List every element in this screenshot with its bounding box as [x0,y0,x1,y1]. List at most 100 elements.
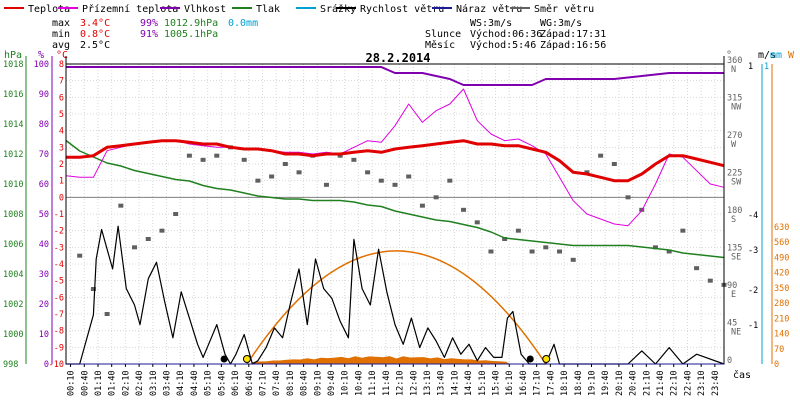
wind-direction-point [680,228,686,233]
direction-tick-label: 270 [727,131,742,141]
wind-direction-point [666,249,672,254]
direction-tick-label: 90 [727,281,737,291]
x-tick-label: 08:40 [300,370,310,396]
solar-curve [246,250,547,365]
wind-direction-point [392,182,398,187]
temp-tick-label: -10 [49,360,64,370]
temp-tick-label: -8 [54,327,64,337]
x-tick-label: 21:10 [642,370,652,396]
wind-direction-point [406,174,412,179]
x-tick-label: 14:40 [464,370,474,396]
x-tick-label: 05:40 [217,370,227,396]
humidity-tick-label: 90 [39,90,49,100]
direction-tick-label: 180 [727,206,742,216]
direction-tick-name: NW [731,103,742,113]
pressure-tick-label: 1008 [3,210,23,220]
wind-direction-point [77,253,83,258]
sun-label: Slunce [425,29,461,40]
x-tick-label: 23:40 [711,370,721,396]
x-tick-label: 03:40 [163,370,173,396]
pressure-tick-label: 1010 [3,180,23,190]
wind-direction-point [584,170,590,175]
wind-direction-point [269,174,275,179]
temp-tick-label: 6 [59,93,64,103]
x-tick-label: 20:40 [629,370,639,396]
temp-tick-label: -2 [54,227,64,237]
humidity-tick-label: 60 [39,180,49,190]
direction-tick-label: 225 [727,169,742,179]
solar-tick-label: 420 [774,269,789,279]
wind-direction-point [118,203,124,208]
moon-label: Měsíc [425,39,455,51]
x-tick-label: 07:40 [272,370,282,396]
temp-tick-label: -6 [54,293,64,303]
x-tick-label: 23:10 [697,370,707,396]
stats-max-hum: 99% [140,18,158,29]
plot-area [65,63,727,365]
x-tick-label: 20:10 [615,370,625,396]
wind-direction-point [557,249,562,254]
temp-tick-label: 2 [59,160,64,170]
legend-label-hum: Vlhkost [184,4,226,15]
wind-direction-point [159,228,165,233]
x-tick-label: 18:40 [574,370,584,396]
wind-direction-point [447,178,453,183]
solar-tick-label: 630 [774,223,789,233]
wind-ws: WS:3m/s [470,18,512,29]
x-axis-label: čas [733,369,751,381]
wind-direction-point [173,212,179,216]
axis-label-ms: m/s [758,50,776,61]
pressure-tick-label: 1002 [3,300,23,310]
x-tick-label: 03:10 [149,370,159,396]
stats-avg-temp: 2.5°C [80,40,110,51]
legend-label-temp: Teplota [28,4,70,15]
legend-label-dew: Přízemní teplota [82,3,178,15]
x-tick-label: 06:40 [245,370,255,396]
legend-label-dir: Směr větru [534,3,594,15]
temp-tick-label: -7 [54,310,64,320]
x-tick-label: 04:40 [190,370,200,396]
x-tick-label: 13:40 [437,370,447,396]
x-tick-label: 08:10 [286,370,296,396]
x-tick-label: 17:10 [533,370,543,396]
wind-direction-point [214,153,220,158]
pressure-tick-label: 1000 [3,330,23,340]
axis-label-temp: °C [56,50,68,61]
wind-direction-point [365,170,371,175]
x-tick-label: 07:10 [258,370,268,396]
wind-direction-point [611,162,617,166]
x-tick-label: 10:40 [354,370,364,396]
wind-direction-point [543,245,549,250]
temp-tick-label: -5 [54,277,64,287]
wind-direction-point [378,178,384,183]
pressure-tick-label: 1006 [3,240,23,250]
direction-tick-label: 45 [727,319,737,329]
direction-tick-name: S [731,215,736,225]
stats-min-temp: 0.8°C [80,29,110,40]
x-tick-label: 11:10 [368,370,378,396]
axis-label-pct: % [38,50,44,61]
wind-direction-point [351,157,357,162]
axis-label-dir: ° [726,50,732,61]
solar-area [252,356,511,364]
temp-tick-label: 1 [59,177,64,187]
legend-label-press: Tlak [256,4,280,15]
wind-direction-point [529,249,535,254]
x-tick-label: 09:40 [327,370,337,396]
direction-tick-name: W [731,140,737,150]
direction-tick-label: 315 [727,94,742,104]
stats-block: max 3.4°C 99% 1012.9hPa 0.0mm min 0.8°C … [52,18,258,51]
wind-wg: WG:3m/s [540,18,582,29]
wind-direction-point [104,312,110,316]
x-tick-label: 10:10 [341,370,351,396]
direction-tick-name: NE [731,328,741,338]
direction-tick-label: 360 [727,56,742,66]
stats-max-rain: 0.0mm [228,18,258,29]
solar-tick-label: 0 [774,360,779,370]
pressure-line [65,139,725,259]
x-tick-label: 16:40 [519,370,529,396]
humidity-tick-label: 20 [39,300,49,310]
temp-tick-label: -4 [54,260,64,270]
wind-direction-point [90,287,96,291]
